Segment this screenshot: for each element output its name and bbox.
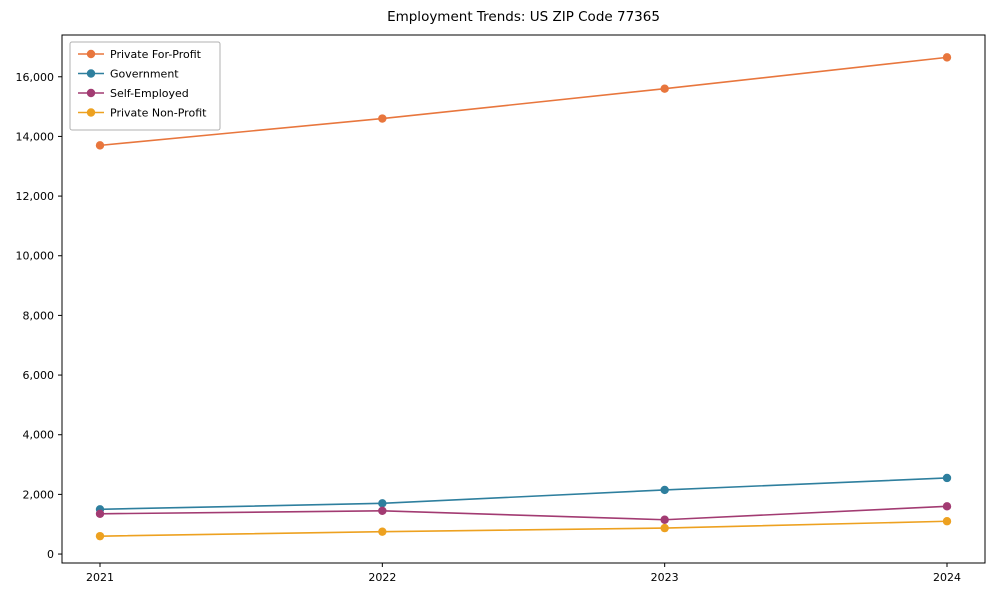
series-marker-private-non-profit — [95, 531, 105, 541]
series-marker-self-employed — [942, 502, 952, 511]
y-tick-label: 2,000 — [23, 488, 55, 501]
y-tick-label: 12,000 — [16, 190, 55, 203]
y-tick-label: 16,000 — [16, 71, 55, 84]
x-tick-label: 2021 — [86, 571, 114, 584]
y-tick-label: 14,000 — [16, 130, 55, 143]
series-line-self-employed — [99, 505, 948, 521]
legend-label: Government — [110, 68, 179, 81]
series-marker-government — [378, 499, 387, 508]
series-marker-private-non-profit — [660, 523, 669, 533]
legend-marker — [86, 49, 96, 59]
x-tick-label: 2023 — [651, 571, 679, 584]
series-line-private-non-profit — [99, 520, 948, 537]
legend-marker — [86, 108, 96, 117]
legend-label: Private For-Profit — [110, 48, 202, 61]
series-marker-private-for-profit — [942, 53, 952, 62]
series-marker-government — [942, 473, 952, 483]
series-marker-government — [660, 485, 669, 495]
legend-marker — [86, 88, 96, 98]
y-tick-label: 0 — [47, 548, 54, 561]
series-marker-private-for-profit — [660, 84, 669, 93]
series-marker-self-employed — [660, 515, 669, 524]
y-tick-label: 8,000 — [23, 309, 55, 322]
series-line-government — [99, 477, 948, 511]
series-line-private-for-profit — [99, 56, 948, 147]
legend-marker — [86, 69, 96, 78]
y-tick-label: 4,000 — [23, 429, 55, 442]
plot-border — [61, 34, 986, 564]
legend-box — [69, 41, 221, 131]
series-marker-private-for-profit — [95, 141, 105, 150]
legend-label: Private Non-Profit — [110, 107, 207, 120]
y-tick-label: 10,000 — [16, 250, 55, 263]
legend-label: Self-Employed — [110, 87, 189, 100]
series-marker-self-employed — [95, 509, 105, 518]
series-marker-private-non-profit — [942, 517, 952, 526]
series-marker-private-for-profit — [378, 114, 387, 123]
y-tick-label: 6,000 — [23, 369, 55, 382]
series-marker-self-employed — [378, 506, 387, 515]
series-marker-private-non-profit — [378, 527, 387, 536]
x-tick-label: 2022 — [368, 571, 396, 584]
x-tick-label: 2024 — [933, 571, 961, 584]
chart-title: Employment Trends: US ZIP Code 77365 — [387, 9, 660, 25]
